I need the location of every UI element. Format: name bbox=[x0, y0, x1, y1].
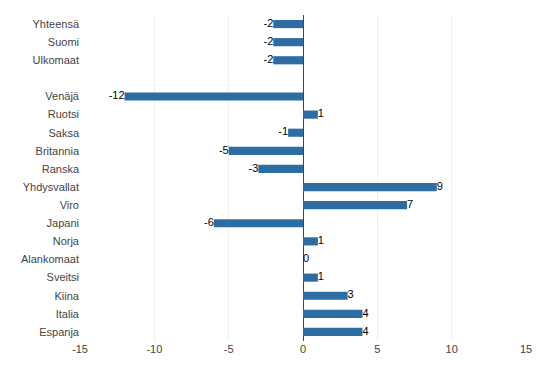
svg-text:-5: -5 bbox=[219, 144, 229, 156]
svg-text:Japani: Japani bbox=[47, 217, 79, 229]
svg-text:1: 1 bbox=[318, 270, 324, 282]
svg-text:1: 1 bbox=[318, 107, 324, 119]
svg-text:Viro: Viro bbox=[60, 199, 79, 211]
svg-text:Venäjä: Venäjä bbox=[45, 90, 80, 102]
svg-text:Kiina: Kiina bbox=[55, 290, 80, 302]
svg-text:-2: -2 bbox=[263, 53, 273, 65]
svg-text:Suomi: Suomi bbox=[48, 36, 79, 48]
svg-text:-6: -6 bbox=[204, 216, 214, 228]
svg-text:5: 5 bbox=[374, 343, 380, 355]
svg-text:4: 4 bbox=[362, 307, 368, 319]
svg-text:1: 1 bbox=[318, 234, 324, 246]
svg-text:3: 3 bbox=[348, 288, 354, 300]
svg-text:-1: -1 bbox=[278, 125, 288, 137]
svg-text:-15: -15 bbox=[72, 343, 88, 355]
svg-text:Ulkomaat: Ulkomaat bbox=[33, 54, 79, 66]
svg-text:7: 7 bbox=[407, 198, 413, 210]
svg-text:0: 0 bbox=[300, 343, 306, 355]
svg-text:-3: -3 bbox=[249, 162, 259, 174]
svg-text:Alankomaat: Alankomaat bbox=[21, 253, 79, 265]
svg-text:-5: -5 bbox=[224, 343, 234, 355]
svg-text:10: 10 bbox=[446, 343, 458, 355]
svg-text:15: 15 bbox=[520, 343, 532, 355]
svg-text:9: 9 bbox=[437, 180, 443, 192]
svg-text:Saksa: Saksa bbox=[48, 127, 79, 139]
svg-text:4: 4 bbox=[362, 325, 368, 337]
svg-text:Yhdysvallat: Yhdysvallat bbox=[23, 181, 79, 193]
svg-text:Yhteensä: Yhteensä bbox=[33, 18, 80, 30]
svg-text:-10: -10 bbox=[146, 343, 162, 355]
svg-text:Espanja: Espanja bbox=[39, 326, 80, 338]
svg-text:Britannia: Britannia bbox=[36, 145, 80, 157]
svg-text:Italia: Italia bbox=[56, 308, 80, 320]
svg-text:Sveitsi: Sveitsi bbox=[47, 271, 79, 283]
svg-text:-2: -2 bbox=[263, 35, 273, 47]
svg-text:-2: -2 bbox=[263, 17, 273, 29]
svg-text:Norja: Norja bbox=[53, 235, 80, 247]
svg-text:Ranska: Ranska bbox=[42, 163, 80, 175]
svg-text:0: 0 bbox=[303, 252, 309, 264]
svg-text:Ruotsi: Ruotsi bbox=[48, 108, 79, 120]
svg-text:-12: -12 bbox=[109, 89, 125, 101]
